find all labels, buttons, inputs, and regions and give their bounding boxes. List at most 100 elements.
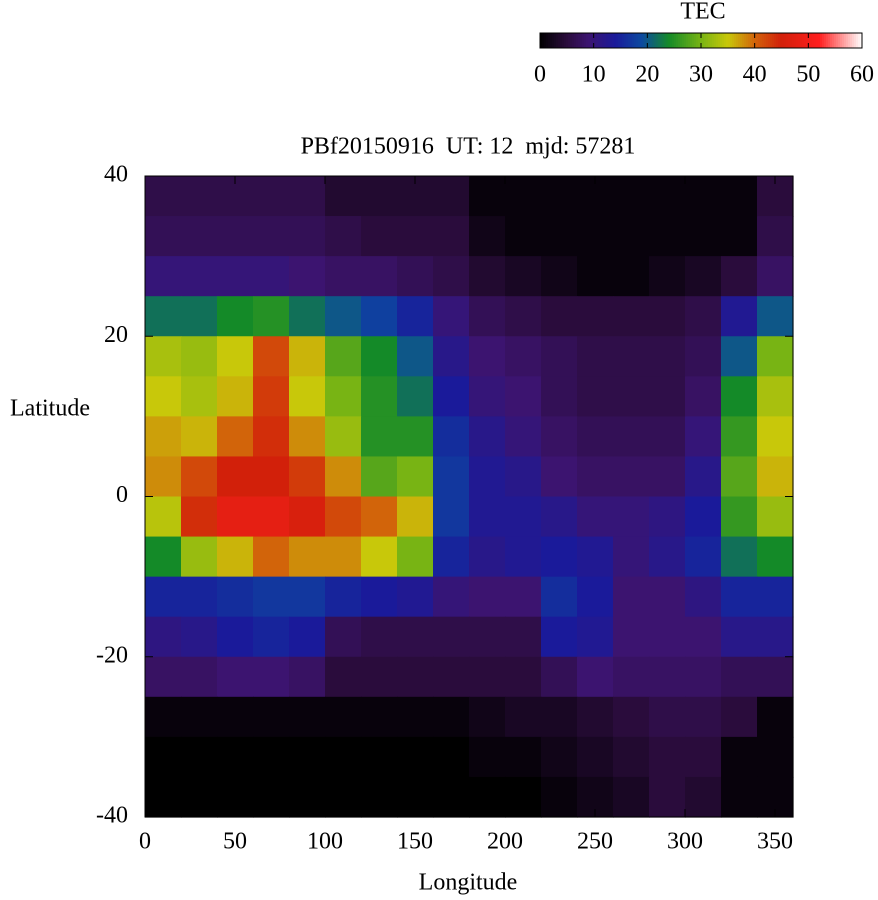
heatmap-cell	[649, 616, 686, 658]
heatmap-cell	[757, 696, 794, 738]
heatmap-cell	[433, 656, 470, 698]
heatmap-cell	[397, 696, 434, 738]
colorbar-segment	[800, 33, 803, 48]
heatmap-cell	[145, 216, 182, 257]
colorbar-segment	[856, 33, 859, 48]
heatmap-cell	[685, 616, 722, 658]
heatmap-cell	[721, 696, 758, 738]
heatmap-cell	[577, 296, 614, 337]
heatmap-cell	[253, 616, 290, 658]
colorbar-segment	[626, 33, 629, 48]
x-tick-label: 200	[487, 829, 523, 855]
heatmap-cell	[613, 216, 650, 257]
heatmap-cell	[325, 496, 362, 538]
heatmap-cell	[325, 296, 362, 337]
colorbar-segment	[826, 33, 829, 48]
heatmap-cell	[289, 576, 326, 618]
colorbar-segment	[656, 33, 659, 48]
heatmap-cell	[757, 336, 794, 377]
heatmap-cell	[577, 576, 614, 618]
colorbar-segment	[572, 33, 575, 48]
colorbar-segment	[860, 33, 863, 48]
colorbar-segment	[564, 33, 567, 48]
heatmap-cell	[469, 216, 506, 257]
colorbar-segment	[848, 33, 851, 48]
y-tick-label: -20	[96, 642, 128, 668]
heatmap-cell	[685, 496, 722, 538]
colorbar-segment	[568, 33, 571, 48]
heatmap-cell	[685, 776, 722, 818]
heatmap-cell	[505, 176, 542, 217]
heatmap-cell	[433, 336, 470, 377]
heatmap-cell	[541, 296, 578, 337]
colorbar-segment	[664, 33, 667, 48]
heatmap-cell	[721, 176, 758, 217]
heatmap-cell	[145, 296, 182, 337]
heatmap-cell	[577, 656, 614, 698]
heatmap-cell	[397, 456, 434, 498]
heatmap-cell	[505, 336, 542, 377]
colorbar-segment	[850, 33, 853, 48]
heatmap-cell	[721, 736, 758, 778]
heatmap-cell	[289, 376, 326, 417]
colorbar-segment	[588, 33, 591, 48]
heatmap-cell	[325, 536, 362, 578]
colorbar-segment	[558, 33, 561, 48]
heatmap-cell	[181, 176, 218, 217]
colorbar-segment	[732, 33, 735, 48]
heatmap-cell	[181, 576, 218, 618]
heatmap-cell	[397, 576, 434, 618]
colorbar-segment	[782, 33, 785, 48]
colorbar-segment	[740, 33, 743, 48]
heatmap-cell	[469, 656, 506, 698]
heatmap-cell	[757, 216, 794, 257]
heatmap-cell	[685, 336, 722, 377]
heatmap-cell	[613, 456, 650, 498]
colorbar-segment	[632, 33, 635, 48]
heatmap-cell	[361, 336, 398, 377]
heatmap-cell	[469, 536, 506, 578]
colorbar-segment	[552, 33, 555, 48]
colorbar-segment	[550, 33, 553, 48]
colorbar-segment	[762, 33, 765, 48]
heatmap-cell	[685, 376, 722, 417]
colorbar-segment	[714, 33, 717, 48]
colorbar-tick-label: 30	[689, 62, 713, 88]
heatmap-cell	[181, 656, 218, 698]
heatmap-cell	[145, 496, 182, 538]
colorbar-segment	[780, 33, 783, 48]
colorbar-segment	[610, 33, 613, 48]
colorbar-segment	[598, 33, 601, 48]
colorbar-segment	[586, 33, 589, 48]
colorbar-segment	[554, 33, 557, 48]
x-axis-label: Longitude	[419, 870, 518, 896]
colorbar-segment	[756, 33, 759, 48]
heatmap-cell	[253, 216, 290, 257]
heatmap-cell	[685, 536, 722, 578]
heatmap-cell	[325, 376, 362, 417]
colorbar-segment	[722, 33, 725, 48]
heatmap-cell	[505, 496, 542, 538]
heatmap-cell	[721, 456, 758, 498]
heatmap-cell	[613, 696, 650, 738]
heatmap-cell	[541, 736, 578, 778]
heatmap-cell	[289, 496, 326, 538]
heatmap-cell	[469, 336, 506, 377]
colorbar-segment	[730, 33, 733, 48]
heatmap-cell	[433, 536, 470, 578]
colorbar-segment	[816, 33, 819, 48]
heatmap-cell	[505, 256, 542, 297]
colorbar-tick-label: 10	[582, 62, 606, 88]
heatmap-cell	[397, 536, 434, 578]
heatmap-cell	[541, 616, 578, 658]
heatmap-cell	[685, 296, 722, 337]
heatmap-cell	[397, 376, 434, 417]
heatmap-cell	[505, 576, 542, 618]
heatmap-cell	[685, 736, 722, 778]
heatmap-cell	[325, 256, 362, 297]
x-tick-label: 150	[397, 829, 433, 855]
heatmap-cell	[217, 736, 254, 778]
colorbar-segment	[612, 33, 615, 48]
heatmap-cell	[541, 416, 578, 458]
colorbar-segment	[574, 33, 577, 48]
